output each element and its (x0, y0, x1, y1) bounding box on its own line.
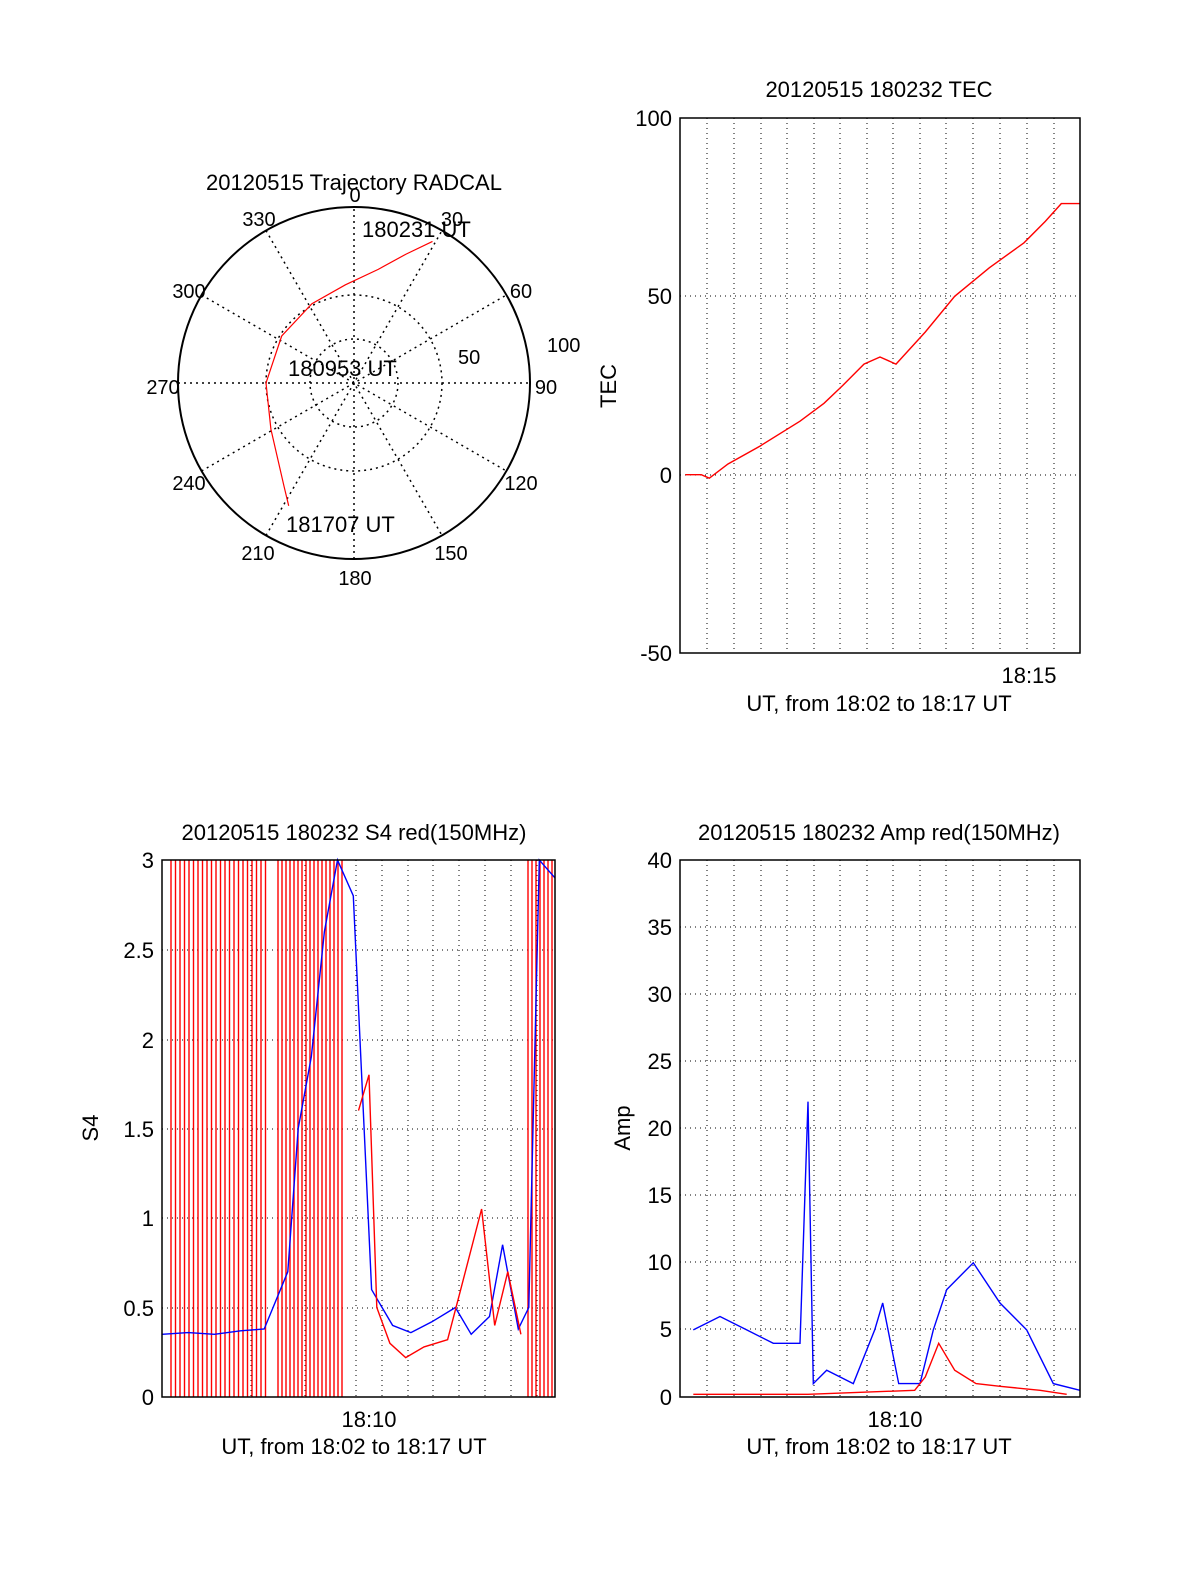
polar-panel: 20120515 Trajectory RADCAL 0 30 60 90 120 150… (146, 170, 580, 590)
amp-frame (679, 859, 1081, 1398)
amp-title: 20120515 180232 Amp red(150MHz) (698, 820, 1060, 845)
amp-ytick-label: 30 (648, 982, 672, 1007)
amp-ytick-label: 10 (648, 1250, 672, 1275)
s4-ytick-labels: 3 2.5 2 1.5 1 0.5 0 (123, 848, 154, 1410)
amp-ytick-label: 15 (648, 1183, 672, 1208)
amp-ytick-label: 20 (648, 1116, 672, 1141)
s4-frame (161, 859, 556, 1398)
polar-radial-label-100: 100 (547, 335, 580, 357)
s4-xtick-label: 18:10 (341, 1407, 396, 1432)
s4-xtick-labels: 18:10 (341, 1407, 396, 1432)
amp-series (692, 1101, 1081, 1395)
amp-plot-frame (679, 859, 1081, 1398)
tec-ytick-label: -50 (640, 641, 672, 666)
s4-series (161, 857, 556, 1359)
tec-ytick-label: 50 (648, 284, 672, 309)
amp-ytick-label: 5 (660, 1317, 672, 1342)
tec-ylabel: TEC (596, 364, 621, 408)
s4-grid (162, 860, 555, 1397)
s4-ytick-label: 3 (142, 848, 154, 873)
polar-azimuth-label: 120 (504, 473, 537, 495)
amp-ytick-label: 35 (648, 915, 672, 940)
tec-ytick-labels: 100 50 0 -50 (635, 106, 672, 666)
amp-series-line-1 (693, 1341, 1067, 1395)
polar-azimuth-label: 60 (510, 281, 532, 303)
amp-xtick-labels: 18:10 (867, 1407, 922, 1432)
s4-xlabel: UT, from 18:02 to 18:17 UT (221, 1434, 486, 1459)
amp-panel: 20120515 180232 Amp red(150MHz) 40 35 30 25… (610, 820, 1081, 1459)
amp-ytick-label: 40 (648, 848, 672, 873)
polar-radial-label-50: 50 (458, 347, 480, 369)
polar-trajectory-line (265, 240, 433, 506)
polar-annotations: 180231 UT 180953 UT 181707 UT (286, 217, 471, 537)
polar-azimuth-label: 210 (241, 543, 274, 565)
s4-title: 20120515 180232 S4 red(150MHz) (182, 820, 527, 845)
polar-azimuth-label: 30 (441, 209, 463, 231)
polar-azimuth-labels: 0 30 60 90 120 150 180 210 240 270 300 330 (146, 185, 557, 590)
s4-ytick-label: 1.5 (123, 1117, 154, 1142)
amp-ylabel: Amp (610, 1105, 635, 1150)
tec-series-line-0 (685, 202, 1080, 480)
tec-frame (679, 117, 1081, 654)
amp-ytick-label: 0 (660, 1385, 672, 1410)
amp-xlabel: UT, from 18:02 to 18:17 UT (746, 1434, 1011, 1459)
polar-azimuth-label: 90 (535, 377, 557, 399)
tec-xlabel: UT, from 18:02 to 18:17 UT (746, 691, 1011, 716)
polar-azimuth-label: 150 (434, 543, 467, 565)
polar-azimuth-label: 300 (172, 281, 205, 303)
s4-ytick-label: 0.5 (123, 1296, 154, 1321)
polar-time-annotation: 181707 UT (286, 512, 395, 537)
tec-series (685, 202, 1080, 480)
polar-time-annotation: 180953 UT (288, 356, 397, 381)
s4-ylabel: S4 (78, 1115, 103, 1142)
s4-series-line-1 (357, 1074, 522, 1359)
amp-series-line-0 (692, 1101, 1081, 1391)
polar-azimuth-label: 270 (146, 377, 179, 399)
s4-ytick-label: 0 (142, 1385, 154, 1410)
tec-ytick-label: 100 (635, 106, 672, 131)
tec-grid (680, 118, 1080, 653)
s4-ytick-label: 2 (142, 1028, 154, 1053)
tec-xtick-labels: 18:15 (1001, 663, 1056, 688)
tec-title: 20120515 180232 TEC (765, 77, 992, 102)
polar-azimuth-label: 0 (349, 185, 360, 207)
tec-plot-frame (679, 117, 1081, 654)
polar-title: 20120515 Trajectory RADCAL (206, 170, 502, 195)
tec-ytick-label: 0 (660, 463, 672, 488)
polar-grid (177, 206, 531, 560)
amp-xtick-label: 18:10 (867, 1407, 922, 1432)
s4-red-spikes (170, 860, 553, 1397)
amp-ytick-labels: 40 35 30 25 20 15 10 5 0 (648, 848, 672, 1410)
s4-ytick-label: 1 (142, 1206, 154, 1231)
polar-trajectory-series (265, 240, 433, 506)
s4-panel: 20120515 180232 S4 red(150MHz) 3 2.5 2 1.5 1… (78, 820, 556, 1459)
polar-time-annotation: 180231 UT (362, 217, 471, 242)
amp-grid (680, 860, 1080, 1397)
s4-plot-frame (161, 859, 556, 1398)
tec-xtick-label: 18:15 (1001, 663, 1056, 688)
amp-ytick-label: 25 (648, 1049, 672, 1074)
s4-ytick-label: 2.5 (123, 938, 154, 963)
polar-azimuth-label: 240 (172, 473, 205, 495)
polar-azimuth-label: 180 (338, 568, 371, 590)
polar-grid-spoke (265, 230, 443, 536)
polar-azimuth-label: 330 (242, 209, 275, 231)
